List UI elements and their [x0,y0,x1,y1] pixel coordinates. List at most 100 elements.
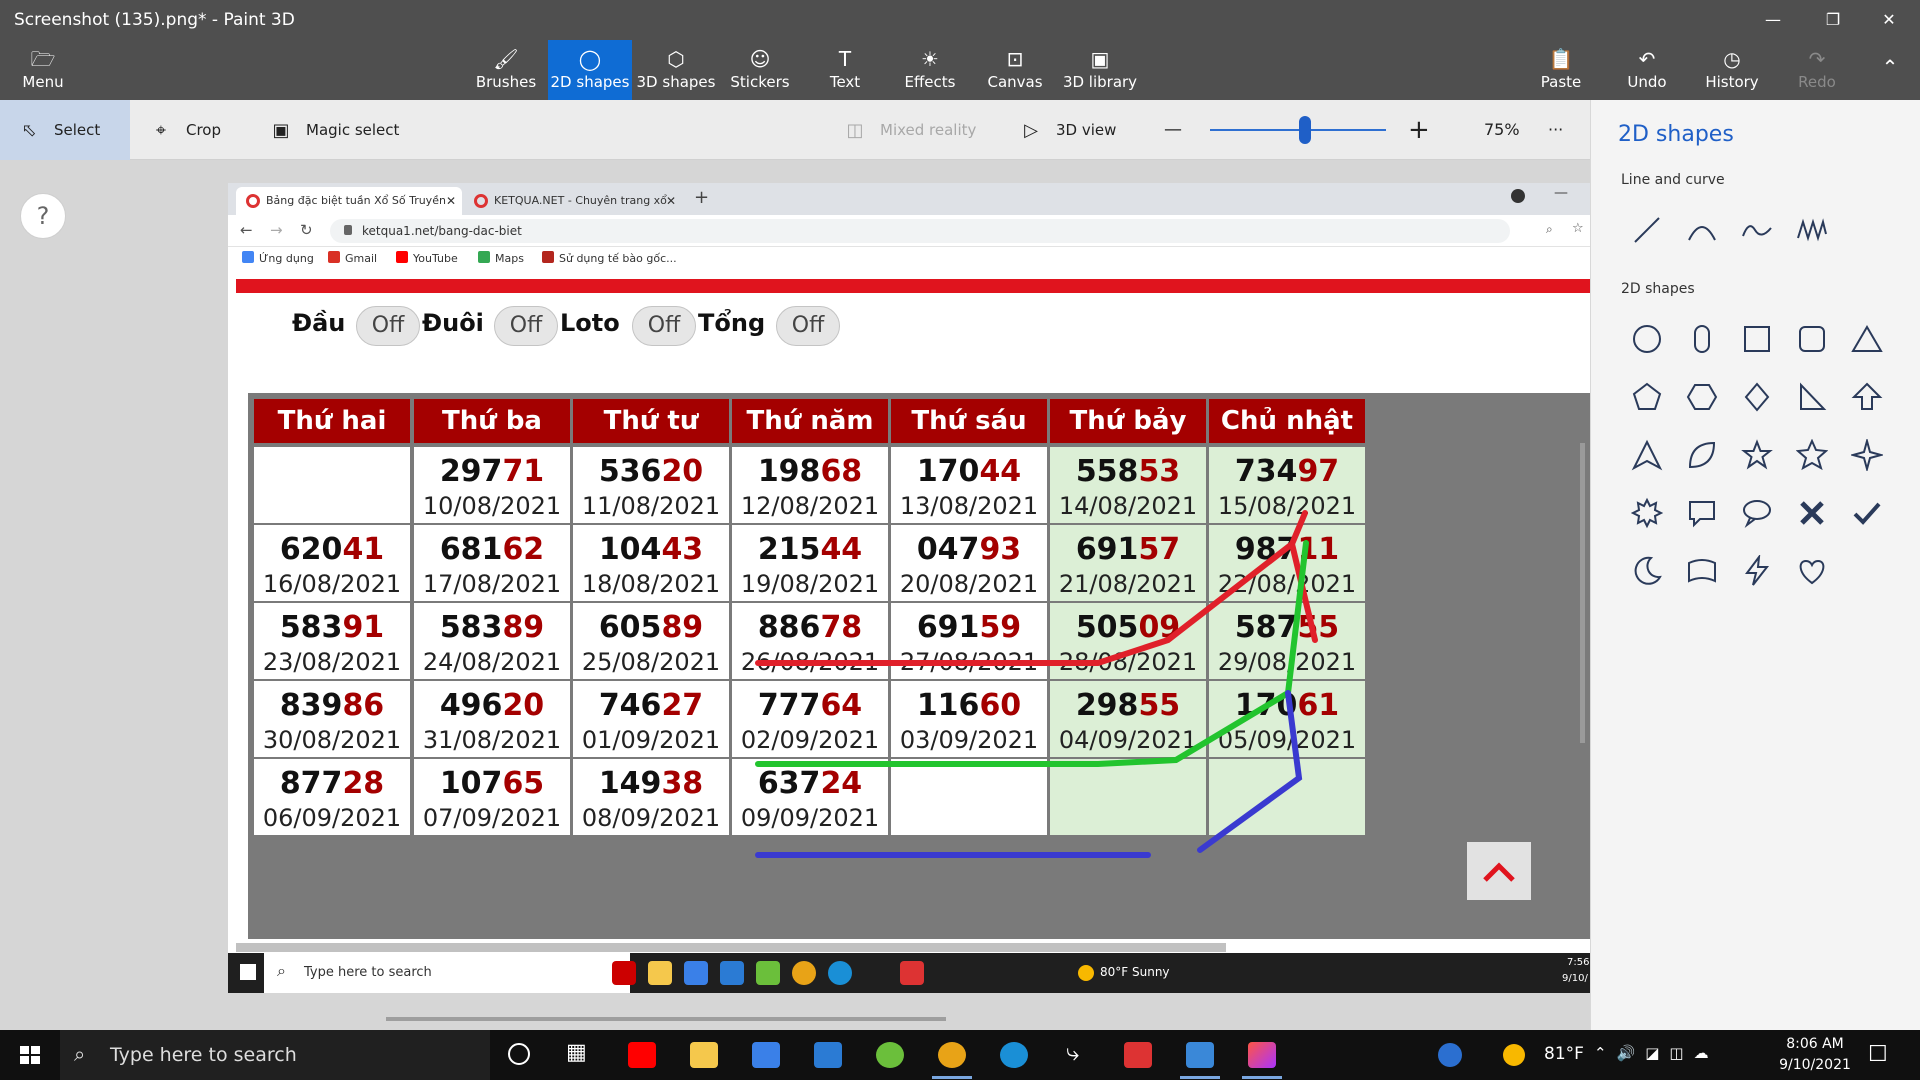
tool-effects[interactable]: ☀ Effects [892,40,968,100]
forward-icon[interactable]: → [270,221,283,239]
zoom-percent[interactable]: 75% [1484,120,1520,139]
close-button[interactable]: ✕ [1882,10,1896,29]
browser-tab[interactable]: Bảng đặc biệt tuần Xổ Số Truyền ✕ [236,187,462,215]
profile-icon[interactable] [1511,189,1525,203]
zoom-icon[interactable]: ⌕ [1546,222,1553,236]
notifications-icon[interactable]: ☐ [1868,1042,1888,1067]
history-button[interactable]: ◷ History [1696,40,1768,100]
tool-text[interactable]: T Text [808,40,882,100]
arrow-up-shape-icon[interactable] [1845,375,1889,419]
bookmark-apps[interactable]: Ứng dụng [242,251,314,265]
crop-button[interactable]: ⌖ Crop [150,100,221,160]
square-shape-icon[interactable] [1735,317,1779,361]
taskbar-search-box[interactable]: Type here to search [60,1030,490,1080]
canvas-horizontal-scrollbar[interactable] [386,1017,946,1021]
tool-canvas[interactable]: ⊡ Canvas [978,40,1052,100]
banner-shape-icon[interactable] [1680,549,1724,593]
help-button[interactable]: ? [20,193,66,239]
edge-icon[interactable] [1000,1042,1028,1068]
tool-2d-shapes[interactable]: ◯ 2D shapes [548,40,632,100]
file-explorer-icon[interactable] [690,1042,718,1068]
tool-brushes[interactable]: 🖌 Brushes [470,40,542,100]
task-view-icon[interactable]: ▦ [566,1040,587,1065]
select-button[interactable]: ⬁ Select [0,100,130,160]
rounded-square-shape-icon[interactable] [1790,317,1834,361]
scroll-to-top-button[interactable] [1467,842,1531,900]
heart-shape-icon[interactable] [1790,549,1834,593]
close-tab-icon[interactable]: ✕ [445,194,456,208]
star-4-shape-icon[interactable] [1845,433,1889,477]
zoom-in-button[interactable]: + [1408,115,1430,145]
polyline-shape-icon[interactable] [1735,208,1779,252]
minimize-button[interactable]: — [1765,10,1781,29]
paste-button[interactable]: 📋 Paste [1528,40,1594,100]
pentagon-shape-icon[interactable] [1625,375,1669,419]
star-5-shape-icon[interactable] [1735,433,1779,477]
thought-bubble-shape-icon[interactable] [1735,491,1779,535]
new-tab-icon[interactable]: + [694,187,710,208]
canvas[interactable]: Bảng đặc biệt tuần Xổ Số Truyền ✕ KETQUA… [228,183,1590,993]
more-options-button[interactable]: ··· [1548,120,1564,139]
browser-tab[interactable]: KETQUA.NET - Chuyên trang xổ ✕ [464,187,682,215]
toggle-tong[interactable]: Off [776,306,840,346]
toggle-loto[interactable]: Off [632,306,696,346]
line-shape-icon[interactable] [1625,208,1669,252]
paint-3d-icon[interactable] [1242,1042,1282,1079]
youtube-app-icon[interactable] [628,1042,656,1068]
star-5-alt-shape-icon[interactable] [1790,433,1834,477]
collapse-ribbon-button[interactable]: ⌃ [1868,40,1912,100]
cortana-icon[interactable] [508,1043,530,1065]
leaf-shape-icon[interactable] [1680,433,1724,477]
chrome-icon[interactable] [932,1042,972,1079]
zoom-out-button[interactable]: — [1164,119,1182,140]
tall-triangle-shape-icon[interactable] [1625,433,1669,477]
magic-select-button[interactable]: ▣ Magic select [270,100,399,160]
zoom-slider-track[interactable] [1210,129,1386,131]
diamond-shape-icon[interactable] [1735,375,1779,419]
system-tray-icons[interactable]: ⌃🔊◪◫☁ [1594,1044,1719,1062]
bookmark-maps[interactable]: Maps [478,251,524,265]
help-app-icon[interactable] [1438,1043,1462,1067]
page-scrollbar[interactable] [1580,443,1585,743]
bookmark-gmail[interactable]: Gmail [328,251,377,265]
toggle-duoi[interactable]: Off [494,306,558,346]
url-field[interactable]: ketqua1.net/bang-dac-biet [330,219,1510,243]
close-tab-icon[interactable]: ✕ [665,194,676,208]
taskbar-weather[interactable]: 81°F [1544,1044,1584,1064]
start-button[interactable] [0,1030,60,1080]
page-horizontal-scrollbar[interactable] [236,943,1226,952]
photos-icon[interactable] [1180,1042,1220,1079]
back-icon[interactable]: ← [240,221,253,239]
maximize-button[interactable]: ❐ [1825,10,1841,29]
speech-bubble-shape-icon[interactable] [1680,491,1724,535]
lightning-app-icon[interactable]: ⤷ [1066,1038,1080,1066]
burst-shape-icon[interactable] [1625,491,1669,535]
taskbar-clock[interactable]: 8:06 AM 9/10/2021 [1770,1034,1860,1076]
undo-button[interactable]: ↶ Undo [1614,40,1680,100]
app-icon[interactable] [876,1042,904,1068]
tool-stickers[interactable]: ☺ Stickers [722,40,798,100]
moon-shape-icon[interactable] [1625,549,1669,593]
browser-minimize-icon[interactable]: — [1554,185,1568,201]
dropbox-icon[interactable] [752,1042,780,1068]
app-icon[interactable] [1124,1042,1152,1068]
right-triangle-shape-icon[interactable] [1790,375,1834,419]
reload-icon[interactable]: ↻ [300,221,313,239]
bookmark-star-icon[interactable]: ☆ [1572,221,1584,236]
bookmark-youtube[interactable]: YouTube [396,251,458,265]
check-shape-icon[interactable] [1845,491,1889,535]
hexagon-shape-icon[interactable] [1680,375,1724,419]
tool-3d-shapes[interactable]: ⬡ 3D shapes [636,47,716,91]
cross-shape-icon[interactable] [1790,491,1834,535]
bookmark-stem-cell[interactable]: Sử dụng tế bào gốc... [542,251,677,265]
capsule-shape-icon[interactable] [1680,317,1724,361]
menu-button[interactable]: 🗁 Menu [18,40,68,100]
lightning-shape-icon[interactable] [1735,549,1779,593]
redo-button[interactable]: ↷ Redo [1784,40,1850,100]
triangle-shape-icon[interactable] [1845,317,1889,361]
mail-icon[interactable] [814,1042,842,1068]
3d-view-button[interactable]: ▷ 3D view [1020,100,1116,160]
zoom-slider-thumb[interactable] [1299,116,1312,144]
toggle-dau[interactable]: Off [356,306,420,346]
curve-shape-icon[interactable] [1680,208,1724,252]
